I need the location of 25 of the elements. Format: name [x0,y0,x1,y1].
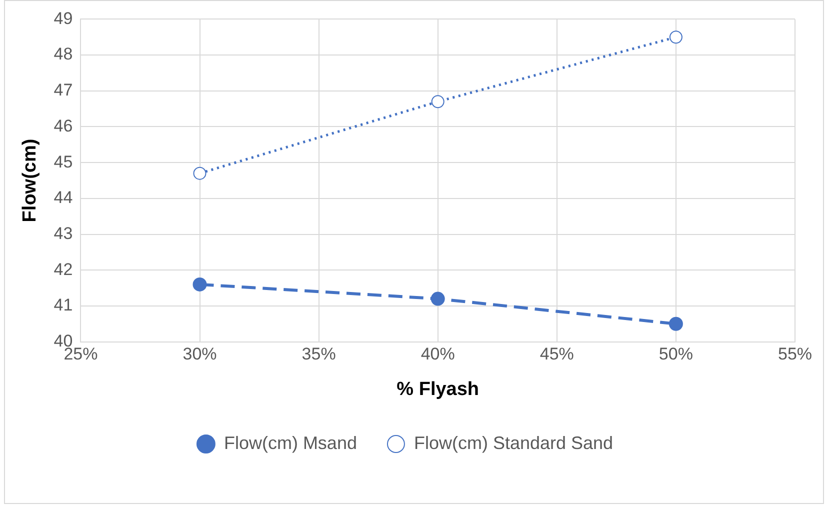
point [430,292,445,306]
y-tick-label: 42 [54,260,73,279]
legend-label: Flow(cm) Msand [224,432,357,453]
y-tick-label: 45 [54,152,73,172]
y-tick-label: 47 [54,80,73,100]
y-tick-label: 41 [54,296,73,315]
y-tick-label: 44 [54,188,73,208]
x-tick-label: 30% [182,344,217,364]
point [431,95,444,108]
point [669,30,682,44]
x-tick-label: 50% [658,344,693,364]
y-axis-title: Flow(cm) [20,138,41,222]
legend-label: Flow(cm) Standard Sand [414,432,614,453]
x-tick-label: 40% [420,344,455,364]
point [668,316,683,331]
x-axis-title: % Flyash [396,378,480,400]
x-tick-label: 35% [302,344,336,364]
y-tick-label: 43 [54,224,73,243]
point [193,166,206,180]
point [192,277,207,292]
x-tick-label: 55% [778,344,812,364]
y-tick-label: 49 [54,8,73,28]
x-tick-label: 45% [540,344,574,364]
y-tick-label: 46 [54,116,73,136]
y-tick-label: 48 [54,44,73,64]
